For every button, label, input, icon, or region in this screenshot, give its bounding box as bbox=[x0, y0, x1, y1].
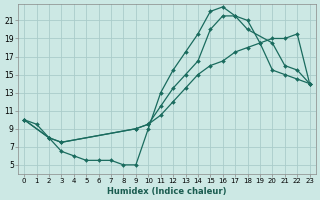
X-axis label: Humidex (Indice chaleur): Humidex (Indice chaleur) bbox=[107, 187, 227, 196]
